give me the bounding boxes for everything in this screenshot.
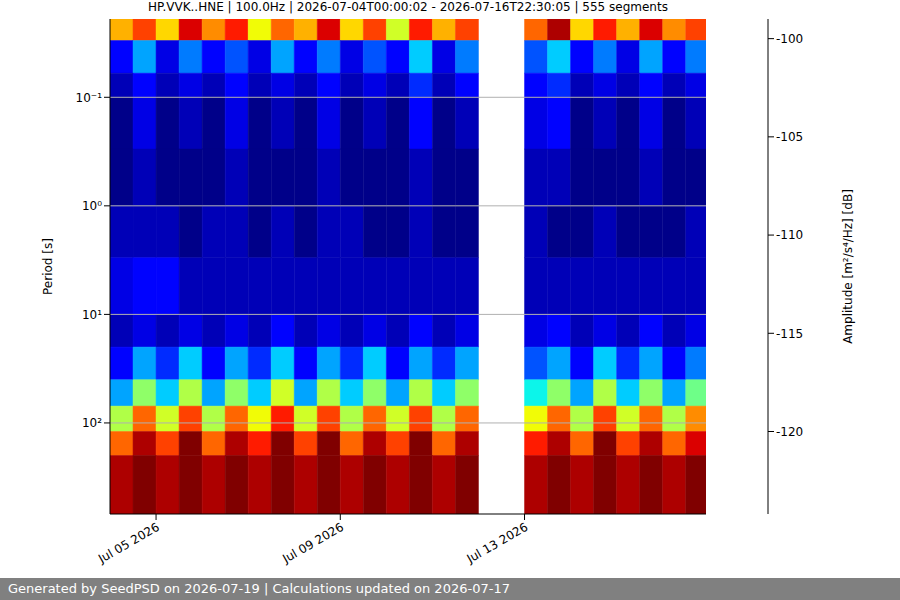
html-text:Generated by SeedPSD on 2026-0: Generated by SeedPSD on 2026-07-19 | Cal…: [8, 581, 510, 596]
html-text:HP.VVK..HNE | 100.0Hz | 2026-0: HP.VVK..HNE | 100.0Hz | 2026-07-04T00:00…: [148, 0, 668, 14]
svg-text:Period [s]: Period [s]: [41, 238, 55, 295]
svg-text:-120: -120: [776, 425, 803, 439]
svg-text:-100: -100: [776, 32, 803, 46]
svg-text:Jul 09 2026: Jul 09 2026: [279, 520, 346, 567]
svg-text:Amplitude [m²/s⁴/Hz] [dB]: Amplitude [m²/s⁴/Hz] [dB]: [841, 189, 855, 344]
svg-text:Jul 13 2026: Jul 13 2026: [464, 520, 531, 567]
svg-text:-105: -105: [776, 130, 803, 144]
svg-text:-110: -110: [776, 228, 803, 242]
svg-text:10¹: 10¹: [82, 308, 102, 322]
svg-text:-115: -115: [776, 327, 803, 341]
svg-text:10⁰: 10⁰: [82, 199, 102, 213]
svg-text:10²: 10²: [82, 416, 102, 430]
svg-text:10⁻¹: 10⁻¹: [76, 91, 103, 105]
svg-text:Jul 05 2026: Jul 05 2026: [95, 520, 162, 567]
